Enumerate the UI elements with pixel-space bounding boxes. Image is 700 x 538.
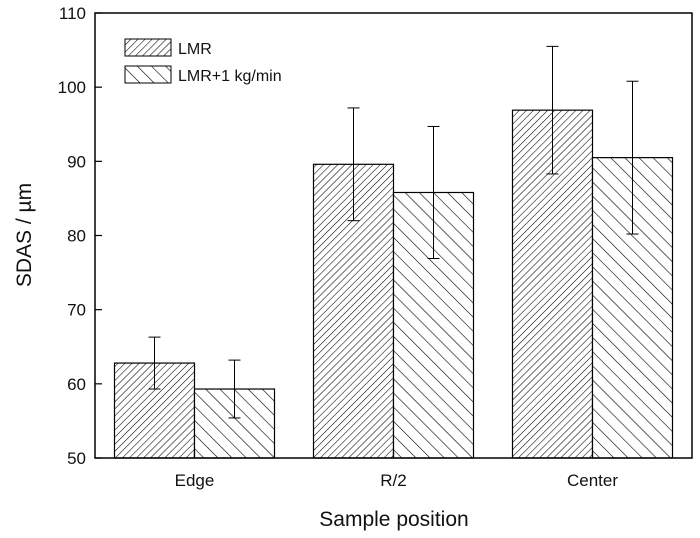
legend-label-lmr: LMR xyxy=(178,41,212,58)
legend: LMR LMR+1 kg/min xyxy=(124,38,282,85)
y-tick-label: 80 xyxy=(67,227,86,246)
x-tick-label: Center xyxy=(567,471,618,490)
legend-swatch-lmr xyxy=(124,38,172,57)
error-bar xyxy=(626,80,639,235)
y-tick-label: 90 xyxy=(67,152,86,171)
y-tick-label: 50 xyxy=(67,449,86,468)
y-tick-label: 60 xyxy=(67,375,86,394)
x-axis: Edge R/2 Center xyxy=(175,452,618,490)
bars xyxy=(113,109,674,459)
y-tick-label: 110 xyxy=(59,4,86,23)
x-axis-title: Sample position xyxy=(319,508,468,531)
x-tick-label: R/2 xyxy=(380,471,406,490)
error-bar xyxy=(148,336,161,390)
y-axis-title: SDAS / µm xyxy=(13,183,36,287)
x-tick-label: Edge xyxy=(175,471,215,490)
error-bar xyxy=(427,125,440,259)
error-bars xyxy=(148,45,639,419)
error-bar xyxy=(546,45,559,175)
error-bar xyxy=(347,107,360,222)
y-tick-label: 100 xyxy=(58,78,86,97)
legend-swatch-lmr-1kg xyxy=(124,65,172,84)
legend-label-lmr-1kg: LMR+1 kg/min xyxy=(178,68,282,85)
y-tick-label: 70 xyxy=(67,301,86,320)
y-axis: 50 60 70 80 90 100 110 xyxy=(58,4,102,468)
error-bar xyxy=(228,359,241,419)
